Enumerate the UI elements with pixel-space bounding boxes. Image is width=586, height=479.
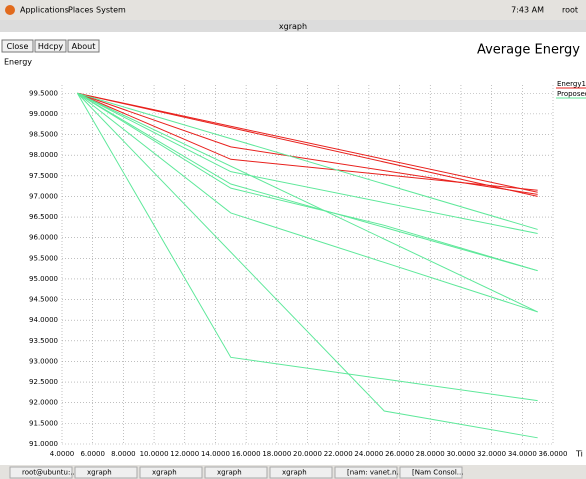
button-label[interactable]: Close — [7, 42, 29, 51]
x-tick-label: 6.0000 — [80, 450, 105, 458]
button[interactable] — [1, 39, 34, 53]
x-tick-label: 28.0000 — [416, 450, 445, 458]
x-axis-label: Ti — [575, 450, 583, 459]
x-tick-label: 12.0000 — [170, 450, 199, 458]
taskbar-label[interactable]: xgraph — [152, 469, 177, 477]
taskbar-label[interactable]: xgraph — [282, 469, 307, 477]
y-tick-label: 96.0000 — [29, 234, 58, 242]
x-tick-label: 18.0000 — [262, 450, 291, 458]
y-axis-label: Energy — [4, 58, 32, 67]
y-tick-label: 92.0000 — [29, 399, 58, 407]
window-title: xgraph — [279, 22, 307, 31]
button-label[interactable]: Hdcpy — [38, 42, 64, 51]
x-tick-label: 26.0000 — [385, 450, 414, 458]
y-tick-label: 93.0000 — [29, 357, 58, 365]
taskbar-label[interactable]: xgraph — [87, 469, 112, 477]
taskbar-item[interactable] — [74, 466, 138, 479]
taskbar-label[interactable]: xgraph — [217, 469, 242, 477]
taskbar-label[interactable]: [nam: vanet.n... — [347, 469, 403, 477]
x-tick-label: 22.0000 — [324, 450, 353, 458]
panel-menu[interactable]: Places — [68, 6, 93, 15]
title-bar — [0, 20, 586, 32]
taskbar-item[interactable] — [139, 466, 203, 479]
panel-menu[interactable]: System — [96, 6, 126, 15]
x-tick-label: 4.0000 — [50, 450, 75, 458]
button-label[interactable]: About — [72, 42, 96, 51]
series-line — [76, 93, 538, 402]
y-tick-label: 97.0000 — [29, 192, 58, 200]
clock: 7:43 AM — [511, 6, 544, 15]
y-tick-label: 98.0000 — [29, 151, 58, 159]
y-tick-label: 99.5000 — [29, 89, 58, 97]
x-tick-label: 16.0000 — [232, 450, 261, 458]
x-tick-label: 30.0000 — [446, 450, 475, 458]
y-tick-label: 96.5000 — [29, 213, 58, 221]
y-tick-label: 92.5000 — [29, 378, 58, 386]
series-line — [77, 92, 538, 193]
series-line — [77, 92, 538, 313]
y-tick-label: 91.0000 — [29, 440, 58, 448]
ubuntu-logo[interactable] — [5, 5, 15, 15]
series-line — [76, 92, 538, 439]
y-tick-label: 95.0000 — [29, 275, 58, 283]
user-menu[interactable]: root — [562, 6, 578, 15]
x-tick-label: 36.0000 — [539, 450, 568, 458]
y-tick-label: 97.5000 — [29, 172, 58, 180]
taskbar-label[interactable]: [Nam Consol... — [412, 469, 463, 477]
taskbar-item[interactable] — [334, 466, 398, 479]
y-tick-label: 94.5000 — [29, 296, 58, 304]
taskbar-item[interactable] — [269, 466, 333, 479]
y-tick-label: 99.0000 — [29, 110, 58, 118]
legend-label: Energy1.x — [557, 80, 586, 88]
series-line — [77, 92, 538, 197]
series-line — [77, 92, 538, 235]
series-line — [77, 92, 538, 191]
y-tick-label: 95.5000 — [29, 254, 58, 262]
series-line — [77, 92, 538, 272]
series-line — [77, 92, 538, 313]
legend-label: Proposed — [557, 90, 586, 98]
y-tick-label: 93.5000 — [29, 337, 58, 345]
taskbar-label[interactable]: root@ubuntu:... — [22, 469, 77, 477]
button[interactable] — [67, 39, 100, 53]
chart-title: Average Energy — [477, 43, 580, 58]
series-line — [77, 92, 538, 195]
x-tick-label: 32.0000 — [477, 450, 506, 458]
top-panel — [0, 0, 586, 20]
taskbar-item[interactable] — [399, 466, 463, 479]
x-tick-label: 20.0000 — [293, 450, 322, 458]
series-line — [77, 92, 538, 272]
y-tick-label: 98.5000 — [29, 131, 58, 139]
taskbar-item[interactable] — [9, 466, 73, 479]
taskbar-item[interactable] — [204, 466, 268, 479]
x-tick-label: 8.0000 — [111, 450, 136, 458]
y-tick-label: 94.0000 — [29, 316, 58, 324]
x-tick-label: 10.0000 — [140, 450, 169, 458]
button[interactable] — [34, 39, 67, 53]
x-tick-label: 34.0000 — [508, 450, 537, 458]
panel-menu[interactable]: Applications — [20, 6, 69, 15]
series-line — [77, 92, 538, 230]
x-tick-label: 24.0000 — [354, 450, 383, 458]
x-tick-label: 14.0000 — [201, 450, 230, 458]
y-tick-label: 91.5000 — [29, 419, 58, 427]
